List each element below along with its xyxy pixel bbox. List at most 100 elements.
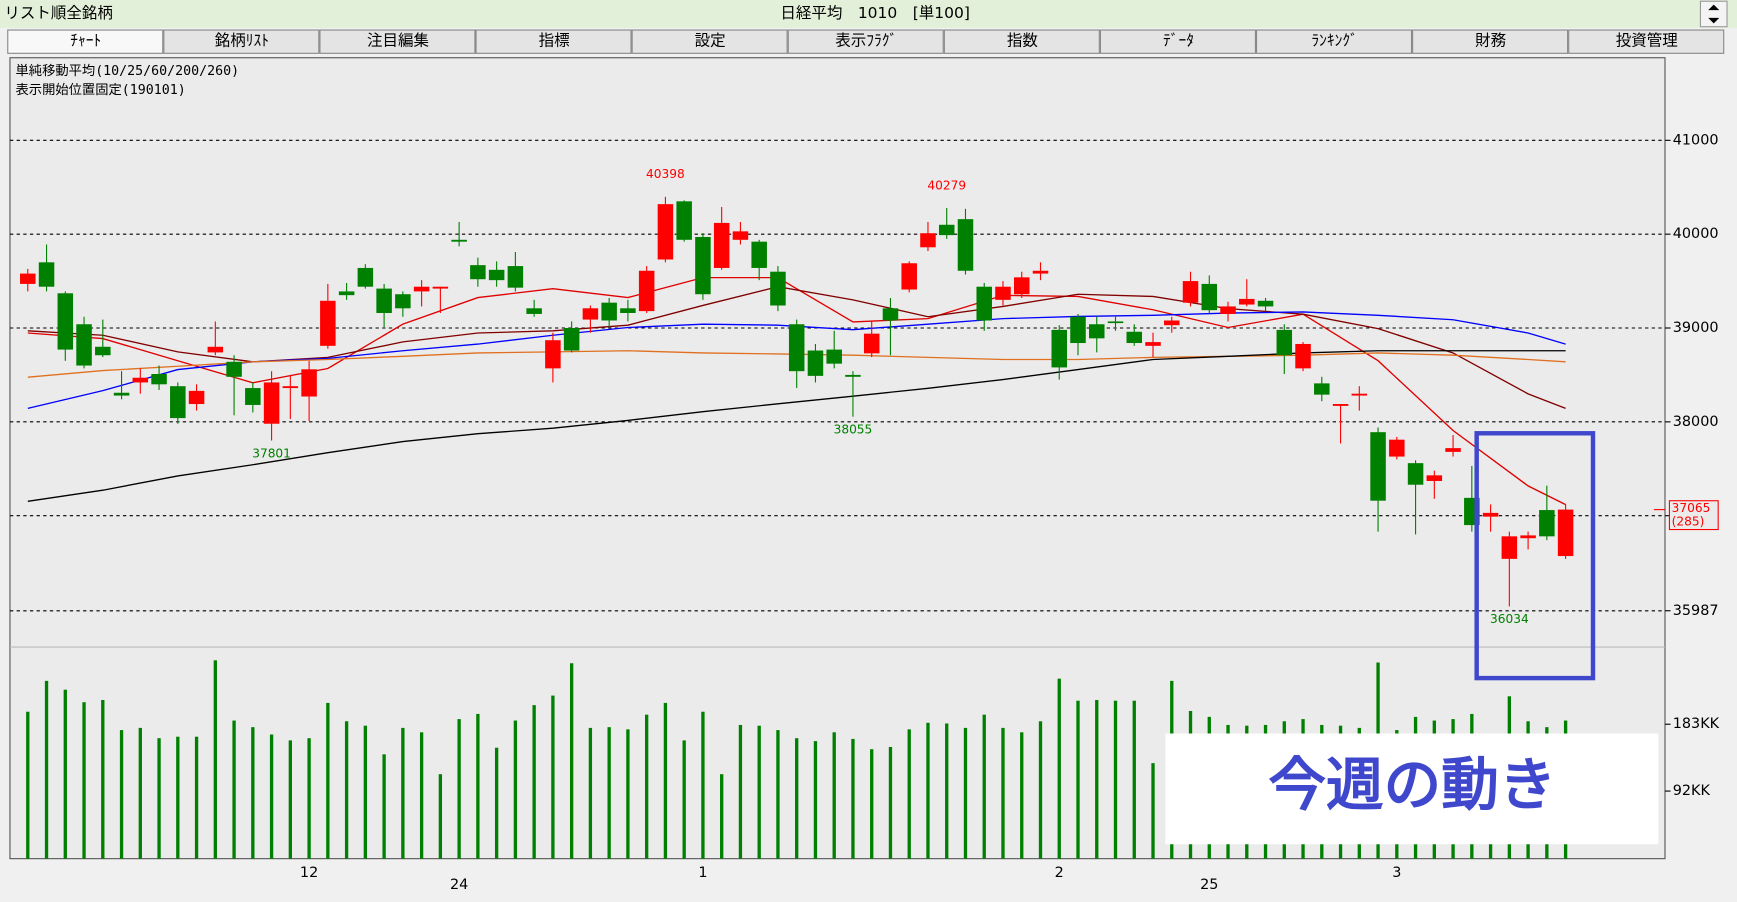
tab[interactable] <box>1255 29 1413 54</box>
candle-body <box>826 349 842 364</box>
candle-body <box>357 267 374 287</box>
volume-bar <box>795 738 799 859</box>
tab[interactable] <box>1568 29 1725 54</box>
candle-body <box>938 224 955 236</box>
volume-bar <box>1095 699 1099 859</box>
candle-body <box>113 392 130 396</box>
candle-body <box>1314 383 1330 395</box>
candle-body <box>713 222 730 268</box>
candle-body <box>1145 342 1161 346</box>
candle-body <box>207 346 224 353</box>
candle-body <box>1557 509 1574 557</box>
tab-label: 指数 <box>1007 32 1039 50</box>
candle-body <box>1407 463 1424 485</box>
candle-body <box>1389 439 1405 457</box>
candle-body <box>1201 283 1218 311</box>
candle-body <box>957 219 974 271</box>
volume-bar <box>569 663 574 859</box>
extreme-label: 38055 <box>834 422 873 436</box>
chart-note: 表示開始位置固定(190101) <box>16 82 186 98</box>
volume-bar <box>438 774 443 859</box>
candle-body <box>1032 270 1049 274</box>
extreme-label: 37801 <box>252 446 291 460</box>
volume-bar <box>982 714 986 859</box>
volume-tick-label: 92KK <box>1673 783 1711 799</box>
candle-body <box>638 270 655 312</box>
candle-body <box>20 273 36 284</box>
candle-body <box>1426 475 1443 481</box>
volume-bar <box>119 730 124 859</box>
tab[interactable] <box>631 29 788 54</box>
candle-body <box>751 241 767 268</box>
tab[interactable] <box>787 29 944 54</box>
volume-bar <box>1001 727 1005 859</box>
list-label: リスト順全銘柄 <box>4 4 113 22</box>
candle-body <box>282 386 299 389</box>
candle-body <box>1276 329 1293 356</box>
scroll-arrows <box>1708 4 1720 24</box>
x-tick-label: 12 <box>300 865 318 881</box>
volume-bar <box>1076 700 1080 859</box>
candle-body <box>1257 300 1274 307</box>
volume-bar <box>1038 721 1043 859</box>
volume-bar <box>532 705 536 859</box>
volume-bar <box>945 723 949 859</box>
candle-body <box>845 374 861 377</box>
candle-body <box>226 361 242 377</box>
y-tick-label: 41000 <box>1673 132 1719 148</box>
tab[interactable] <box>163 29 320 54</box>
x-tick-label: 3 <box>1392 865 1401 881</box>
volume-bar <box>588 727 593 859</box>
tab[interactable] <box>7 29 164 54</box>
tab[interactable] <box>1099 29 1256 54</box>
tab[interactable] <box>943 29 1100 54</box>
volume-bar <box>888 746 893 859</box>
volume-bar <box>701 711 705 859</box>
candle-body <box>188 390 205 405</box>
candle-body <box>1107 321 1124 324</box>
y-tick-label: 35987 <box>1673 603 1719 619</box>
chart-note: 単純移動平均(10/25/60/200/260) <box>16 63 240 79</box>
volume-bar <box>476 713 480 859</box>
tab-label: 指標 <box>539 32 570 50</box>
y-tick-label: 40000 <box>1673 226 1719 242</box>
volume-bar <box>269 734 274 859</box>
candle-body <box>1501 536 1518 559</box>
candle-body <box>601 302 617 321</box>
candle-body <box>1295 343 1311 369</box>
volume-bar <box>645 714 649 859</box>
volume-bar <box>513 720 518 859</box>
tab-label: 注目編集 <box>367 32 429 50</box>
candle-body <box>338 291 355 296</box>
candle-body <box>376 288 392 313</box>
candle-body <box>976 286 992 321</box>
candle-body <box>582 308 599 320</box>
candle-body <box>488 269 505 281</box>
y-tick-label: 38000 <box>1673 414 1719 430</box>
volume-bar <box>344 721 349 859</box>
volume-bar <box>82 702 86 859</box>
volume-bar <box>551 695 555 859</box>
candle-body <box>807 350 824 376</box>
candle-body <box>301 369 317 397</box>
volume-bar <box>101 699 105 859</box>
candle-body <box>95 346 111 356</box>
caption: 今週の動き <box>1268 751 1556 818</box>
candle-body <box>1013 277 1030 295</box>
volume-bar <box>682 740 686 859</box>
volume-bar <box>232 720 236 859</box>
title-bar <box>0 0 1737 28</box>
volume-bar <box>157 738 161 859</box>
volume-bar <box>813 741 818 859</box>
volume-bar <box>1057 678 1061 859</box>
tab[interactable] <box>1412 29 1569 54</box>
moving-average <box>27 350 1566 502</box>
candle-body <box>1088 324 1105 339</box>
tab[interactable] <box>319 29 476 54</box>
candle-body <box>863 333 880 354</box>
tab[interactable] <box>475 29 632 54</box>
extreme-label: 40398 <box>646 167 685 181</box>
tab-label: 表示ﾌﾗｸﾞ <box>835 32 897 50</box>
